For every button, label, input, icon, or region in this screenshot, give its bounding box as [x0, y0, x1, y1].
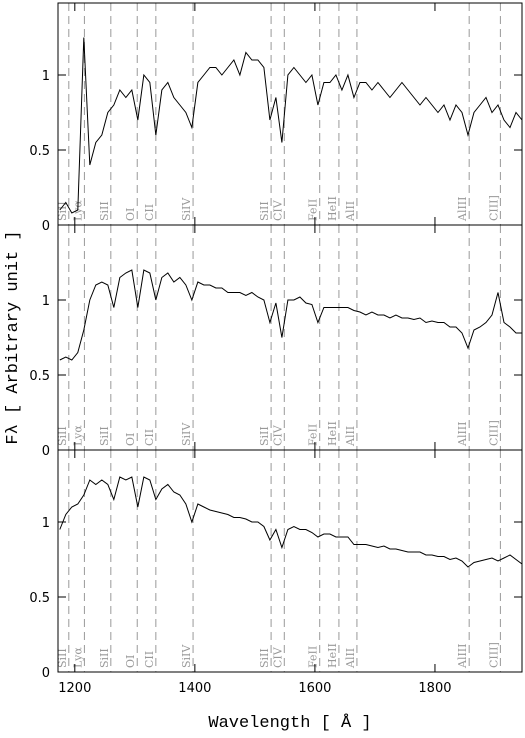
feature-label: SiII — [56, 426, 69, 446]
spectrum-line — [59, 269, 522, 361]
y-tick-label: 0 — [42, 444, 50, 459]
feature-label: AlIII — [456, 644, 469, 670]
feature-label: HeII — [326, 643, 339, 668]
feature-label: SiII — [56, 648, 69, 668]
feature-label: Lyα — [71, 425, 84, 446]
x-tick-label: 1400 — [178, 681, 211, 696]
feature-label: SiII — [258, 648, 271, 668]
x-tick-label: 1200 — [58, 681, 91, 696]
feature-label: FeII — [307, 424, 320, 446]
feature-label: SiIV — [180, 422, 193, 446]
spectrum-line — [59, 37, 522, 214]
y-tick-label: 0.5 — [29, 144, 50, 159]
x-tick-label: 1800 — [418, 681, 451, 696]
feature-label: CIII] — [487, 642, 500, 668]
feature-label: HeII — [326, 196, 339, 221]
feature-label: SiIV — [180, 644, 193, 668]
spectrum-line — [59, 476, 522, 568]
feature-label: OI — [124, 433, 137, 446]
feature-label: AlII — [344, 648, 357, 669]
panel-frame — [57, 449, 523, 673]
feature-label: CIV — [271, 424, 284, 446]
feature-label: HeII — [326, 421, 339, 446]
x-tick-label: 1600 — [298, 681, 331, 696]
feature-label: CII — [143, 651, 156, 668]
feature-label: AlII — [344, 201, 357, 222]
feature-label: SiII — [98, 648, 111, 668]
feature-label: CIII] — [487, 195, 500, 221]
feature-label: CIII] — [487, 420, 500, 446]
y-tick-label: 1 — [42, 294, 50, 309]
feature-label: AlIII — [456, 422, 469, 448]
feature-label: FeII — [307, 646, 320, 668]
y-tick-label: 1 — [42, 69, 50, 84]
feature-label: AlIII — [456, 197, 469, 223]
feature-label: FeII — [307, 199, 320, 221]
feature-label: CII — [143, 204, 156, 221]
feature-label: Lyα — [71, 647, 84, 668]
feature-label: OI — [124, 208, 137, 221]
feature-label: SiII — [98, 201, 111, 221]
feature-label: CIV — [271, 199, 284, 221]
feature-label: AlII — [344, 426, 357, 447]
y-axis-label: Fλ [ Arbitrary unit ] — [4, 230, 23, 444]
feature-label: SiII — [258, 201, 271, 221]
y-tick-label: 0 — [42, 219, 50, 234]
y-tick-label: 0.5 — [29, 369, 50, 384]
y-tick-label: 1 — [42, 516, 50, 531]
feature-label: SiII — [258, 426, 271, 446]
feature-label: SiII — [98, 426, 111, 446]
feature-label: CII — [143, 429, 156, 446]
y-tick-label: 0.5 — [29, 591, 50, 606]
y-tick-label: 0 — [42, 666, 50, 681]
panel-frame — [57, 224, 523, 451]
x-axis-label: Wavelength [ Å ] — [208, 714, 371, 733]
feature-label: OI — [124, 655, 137, 668]
feature-label: SiII — [56, 201, 69, 221]
feature-label: CIV — [271, 646, 284, 668]
feature-label: SiIV — [180, 197, 193, 221]
